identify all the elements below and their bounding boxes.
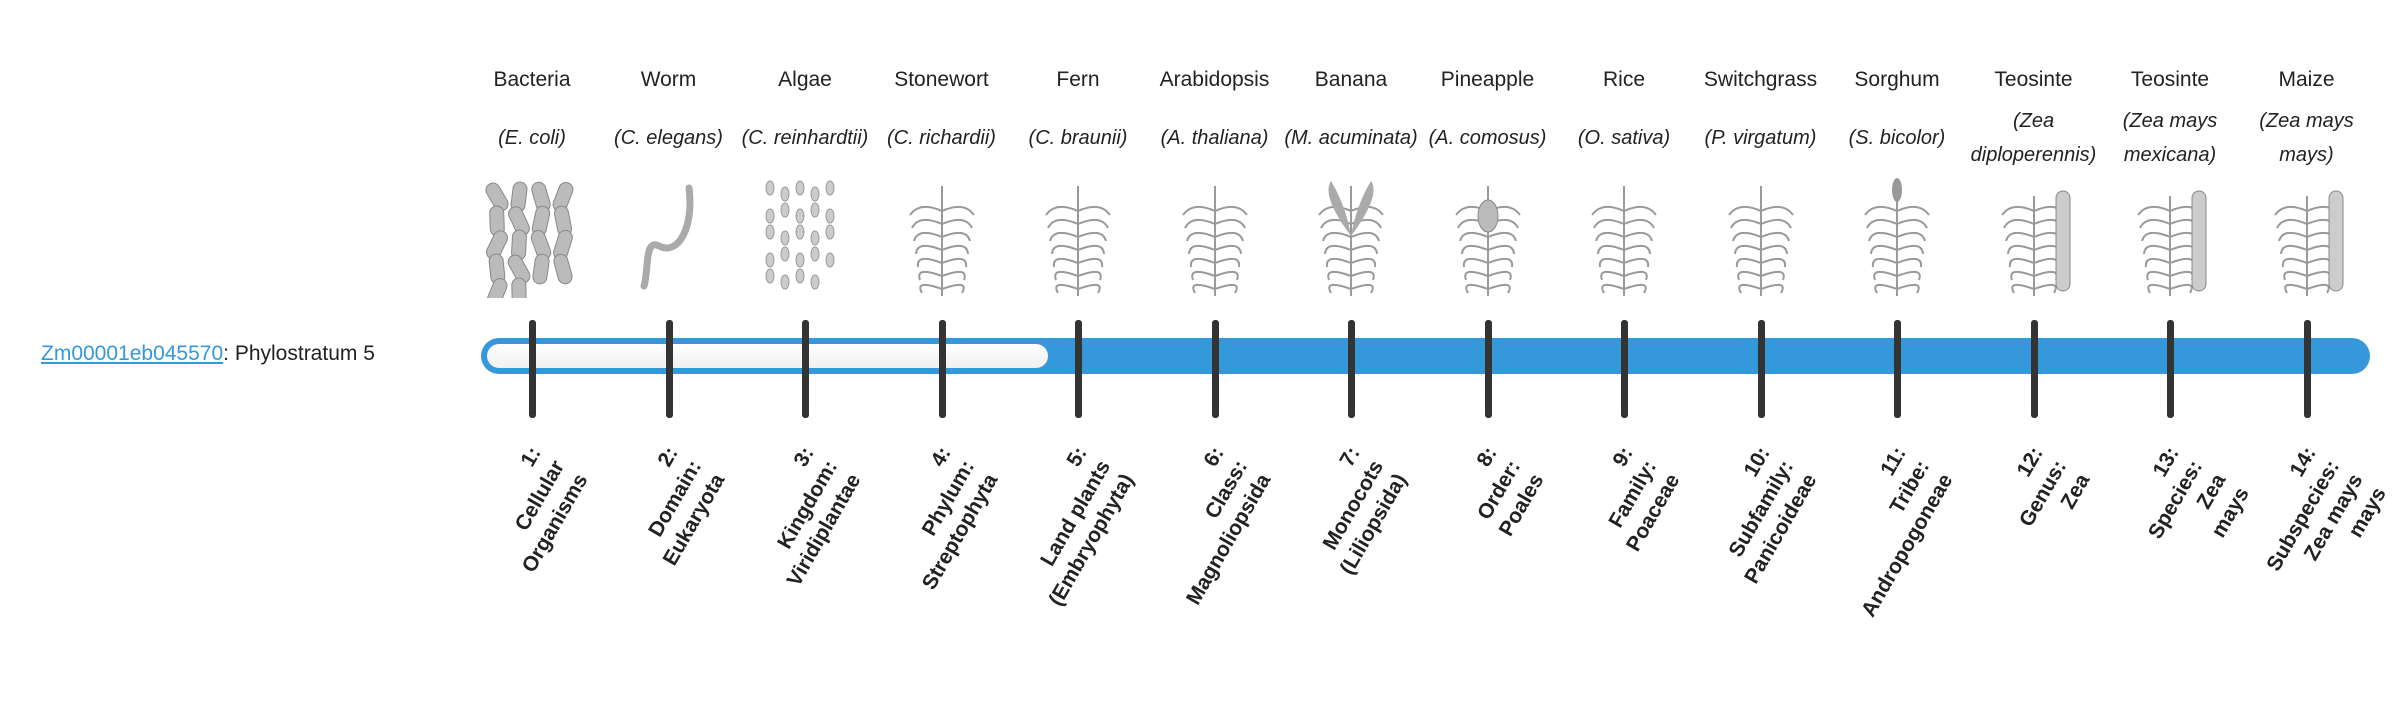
- teosinte-mexicana-icon: [2137, 190, 2207, 296]
- organism-illustration: [464, 176, 600, 298]
- stratum-tick: [1211, 320, 1219, 418]
- organism-latin-name: (C. braunii): [1010, 100, 1146, 176]
- latin-name-text: (O. sativa): [1577, 127, 1671, 149]
- organism-common-name: Stonewort: [894, 68, 989, 91]
- latin-name-text: (Zea mays mexicana): [2122, 110, 2218, 166]
- organism-latin-name: (P. virgatum): [1693, 100, 1829, 176]
- phylostratum-bar: [481, 338, 2370, 374]
- latin-name-text: (P. virgatum): [1704, 127, 1817, 149]
- stratum-tick: [1894, 320, 1901, 418]
- stratum-tick: [938, 320, 946, 418]
- gene-id-link[interactable]: Zm00001eb045570: [41, 342, 224, 365]
- organism-latin-name: (A. comosus): [1420, 100, 1556, 176]
- stratum-tick: [2030, 320, 2038, 418]
- stratum-tick: [2167, 320, 2174, 418]
- organism-illustration: [1283, 176, 1419, 298]
- latin-name-text: (M. acuminata): [1284, 127, 1418, 149]
- latin-name-text: (C. braunii): [1028, 127, 1128, 149]
- organism-illustration: [874, 176, 1010, 298]
- stratum-tick: [1348, 320, 1355, 418]
- organism-common-name: Teosinte: [2130, 68, 2210, 91]
- rice-icon: [1591, 186, 1657, 296]
- organism-common-name: Maize: [2278, 68, 2335, 91]
- organism-latin-name: (C. elegans): [601, 100, 737, 176]
- organism-latin-name: (Zea mays mexicana): [2102, 100, 2238, 176]
- stratum-tick: [1484, 320, 1492, 418]
- algae-icon: [765, 180, 835, 290]
- stonewort-icon: [908, 186, 975, 296]
- maize-icon: [2273, 190, 2343, 296]
- organism-latin-name: (E. coli): [464, 100, 600, 176]
- organism-latin-name: (S. bicolor): [1829, 100, 1965, 176]
- stratum-tick: [1757, 320, 1765, 418]
- arabidopsis-icon: [1181, 186, 1248, 296]
- organism-common-name: Algae: [778, 68, 832, 91]
- organism-illustration: [1966, 176, 2102, 298]
- organism-latin-name: (Zea mays mays): [2239, 100, 2375, 176]
- organism-latin-name: (A. thaliana): [1147, 100, 1283, 176]
- organism-latin-name: (M. acuminata): [1283, 100, 1419, 176]
- organism-illustration: [1829, 176, 1965, 298]
- organism-illustration: [601, 176, 737, 298]
- latin-name-text: (C. reinhardtii): [741, 127, 869, 149]
- organism-common-name: Arabidopsis: [1159, 68, 1270, 91]
- organism-common-name: Worm: [640, 68, 697, 91]
- stratum-tick: [665, 320, 673, 418]
- bar-unfilled-segment: [487, 344, 1048, 368]
- organism-common-name: Pineapple: [1440, 68, 1535, 91]
- banana-icon: [1318, 181, 1384, 296]
- organism-latin-name: (Zea diploperennis): [1966, 100, 2102, 176]
- worm-icon: [640, 184, 693, 290]
- latin-name-text: (S. bicolor): [1848, 127, 1946, 149]
- fern-icon: [1045, 186, 1111, 296]
- organism-illustration: [1147, 176, 1283, 298]
- switchgrass-icon: [1727, 186, 1794, 296]
- latin-name-text: (Zea diploperennis): [1970, 110, 2097, 166]
- organism-illustration: [1420, 176, 1556, 298]
- organism-illustration: [2239, 176, 2375, 298]
- stratum-tick: [1621, 320, 1628, 418]
- organism-common-name: Bacteria: [493, 68, 571, 91]
- organism-latin-name: (C. richardii): [874, 100, 1010, 176]
- organism-latin-name: (O. sativa): [1556, 100, 1692, 176]
- stratum-tick: [529, 320, 536, 418]
- sorghum-icon: [1864, 178, 1930, 296]
- latin-name-text: (A. comosus): [1428, 127, 1547, 149]
- organism-common-name: Fern: [1056, 68, 1100, 91]
- organism-common-name: Rice: [1602, 68, 1645, 91]
- stratum-tick: [802, 320, 809, 418]
- stratum-tick: [2303, 320, 2311, 418]
- pineapple-icon: [1454, 186, 1521, 296]
- stratum-tick: [1075, 320, 1082, 418]
- organism-common-name: Switchgrass: [1703, 68, 1818, 91]
- latin-name-text: (Zea mays mays): [2259, 110, 2354, 166]
- gene-label: Zm00001eb045570: Phylostratum 5: [41, 342, 375, 366]
- latin-name-text: (C. elegans): [614, 127, 723, 149]
- phylostratum-text: : Phylostratum 5: [223, 342, 375, 365]
- organism-common-name: Banana: [1314, 68, 1388, 91]
- bacteria-icon: [485, 181, 574, 298]
- latin-name-text: (A. thaliana): [1160, 127, 1269, 149]
- latin-name-text: (C. richardii): [887, 127, 996, 149]
- organism-illustration: [1556, 176, 1692, 298]
- organism-illustration: [1693, 176, 1829, 298]
- organism-illustration: [1010, 176, 1146, 298]
- organism-illustration: [2102, 176, 2238, 298]
- organism-illustration: [737, 176, 873, 298]
- latin-name-text: (E. coli): [498, 127, 566, 149]
- teosinte-icon: [2000, 190, 2070, 296]
- organism-common-name: Teosinte: [1994, 68, 2073, 91]
- organism-latin-name: (C. reinhardtii): [737, 100, 873, 176]
- organism-common-name: Sorghum: [1854, 68, 1940, 91]
